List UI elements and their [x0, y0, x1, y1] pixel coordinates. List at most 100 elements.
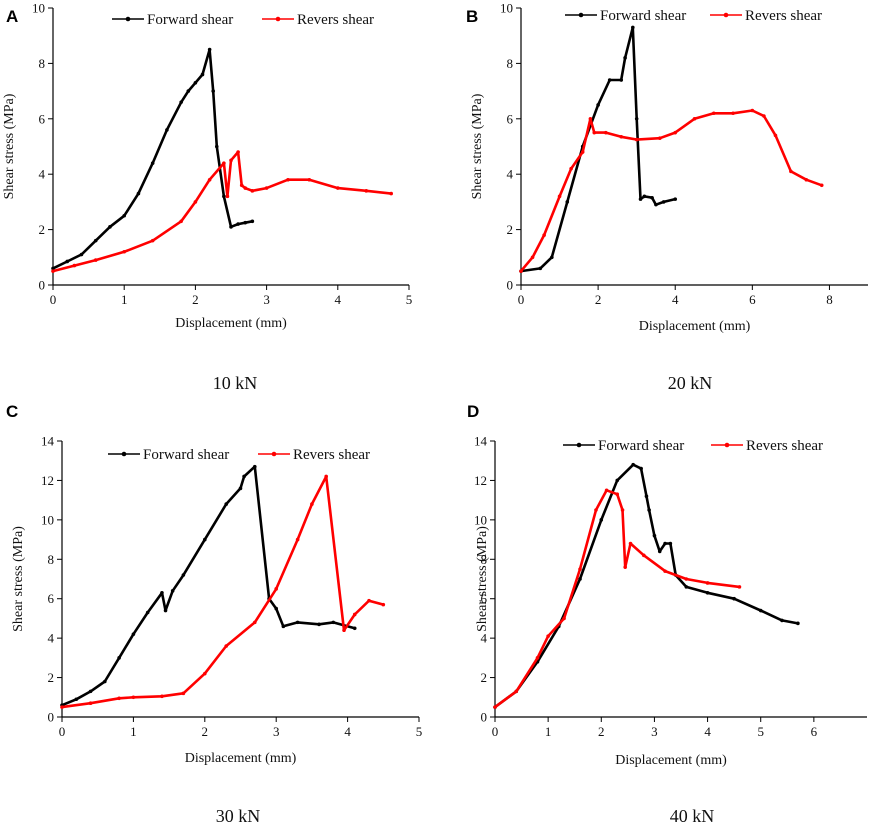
data-point: [658, 136, 662, 140]
data-point: [673, 130, 678, 135]
data-point: [652, 533, 657, 538]
y-tick-label: 14: [41, 434, 55, 449]
data-point: [623, 565, 627, 569]
data-point: [51, 269, 55, 273]
x-tick-label: 3: [651, 724, 658, 739]
data-point: [72, 263, 77, 268]
data-point: [381, 602, 386, 607]
legend-swatch-marker: [275, 16, 281, 22]
x-tick-label: 2: [598, 724, 605, 739]
data-point: [79, 252, 84, 257]
data-point: [804, 177, 809, 182]
data-point: [286, 177, 290, 182]
data-point: [535, 656, 540, 660]
y-tick-label: 6: [507, 111, 514, 126]
y-tick-label: 10: [474, 512, 487, 527]
data-point: [647, 508, 651, 512]
data-point: [538, 266, 543, 271]
data-point: [307, 177, 312, 182]
data-point: [634, 137, 639, 142]
data-point: [236, 222, 240, 226]
data-point: [530, 255, 535, 260]
data-point: [628, 541, 633, 546]
data-point: [750, 108, 755, 113]
data-point: [295, 620, 300, 625]
x-tick-label: 4: [672, 292, 679, 307]
x-tick-label: 6: [811, 724, 818, 739]
legend-swatch-marker: [724, 442, 730, 448]
data-point: [342, 628, 346, 633]
data-point: [103, 679, 107, 684]
legend-label: Forward shear: [143, 447, 229, 463]
data-point: [193, 80, 198, 85]
data-point: [179, 100, 183, 104]
data-point: [578, 577, 582, 581]
data-point: [705, 581, 710, 585]
data-point: [117, 656, 121, 660]
legend-swatch-marker: [723, 12, 729, 18]
data-point: [638, 197, 643, 201]
data-point: [160, 694, 164, 699]
data-point: [145, 610, 150, 615]
data-point: [562, 616, 566, 621]
x-tick-label: 0: [518, 292, 525, 307]
data-point: [229, 225, 233, 229]
legend-label: Forward shear: [600, 8, 686, 24]
data-point: [546, 634, 550, 638]
data-point: [203, 537, 207, 542]
data-point: [634, 117, 639, 121]
data-point: [789, 169, 793, 174]
data-point: [131, 632, 136, 636]
data-point: [557, 194, 562, 199]
data-point: [117, 696, 121, 701]
x-tick-label: 3: [273, 724, 280, 739]
panel-caption: 40 kN: [670, 806, 715, 826]
data-point: [122, 213, 126, 218]
y-tick-label: 10: [41, 512, 54, 527]
y-tick-label: 12: [41, 473, 54, 488]
data-point: [186, 89, 191, 93]
legend-swatch-marker: [125, 16, 131, 22]
data-point: [607, 78, 612, 82]
panel-caption: 20 kN: [668, 373, 713, 393]
data-point: [207, 47, 212, 52]
data-point: [274, 587, 279, 591]
data-point: [364, 189, 369, 193]
data-point: [780, 618, 784, 623]
x-tick-label: 3: [263, 292, 270, 307]
data-point: [122, 249, 126, 254]
data-point: [200, 72, 205, 77]
data-point: [654, 202, 658, 207]
panel-b: 0 2 4 6 8 0 2 4 6 8 10 Displacement (mm) Shear stres…: [466, 1, 868, 393]
data-point: [225, 194, 230, 199]
x-tick-label: 1: [545, 724, 552, 739]
legend-label: Revers shear: [745, 8, 822, 24]
data-point: [668, 541, 673, 546]
data-point: [596, 103, 600, 107]
legend-label: Forward shear: [598, 438, 684, 454]
y-tick-label: 8: [48, 552, 55, 567]
data-point: [519, 269, 523, 273]
y-tick-label: 4: [481, 631, 488, 646]
data-point: [569, 166, 573, 171]
legend-swatch-marker: [121, 451, 127, 457]
data-point: [657, 549, 662, 554]
data-point: [661, 200, 666, 204]
x-tick-label: 2: [192, 292, 199, 307]
legend-label: Revers shear: [293, 447, 370, 463]
data-point: [819, 183, 824, 188]
data-point: [60, 705, 64, 709]
legend-swatch-marker: [271, 451, 277, 457]
data-point: [542, 233, 546, 237]
data-point: [631, 25, 635, 30]
x-axis-title: Displacement (mm): [615, 753, 727, 768]
data-point: [684, 577, 689, 581]
y-tick-label: 2: [39, 222, 46, 237]
x-tick-label: 0: [50, 292, 57, 307]
x-tick-label: 0: [492, 724, 499, 739]
legend-label: Forward shear: [147, 12, 233, 28]
data-point: [281, 624, 286, 629]
